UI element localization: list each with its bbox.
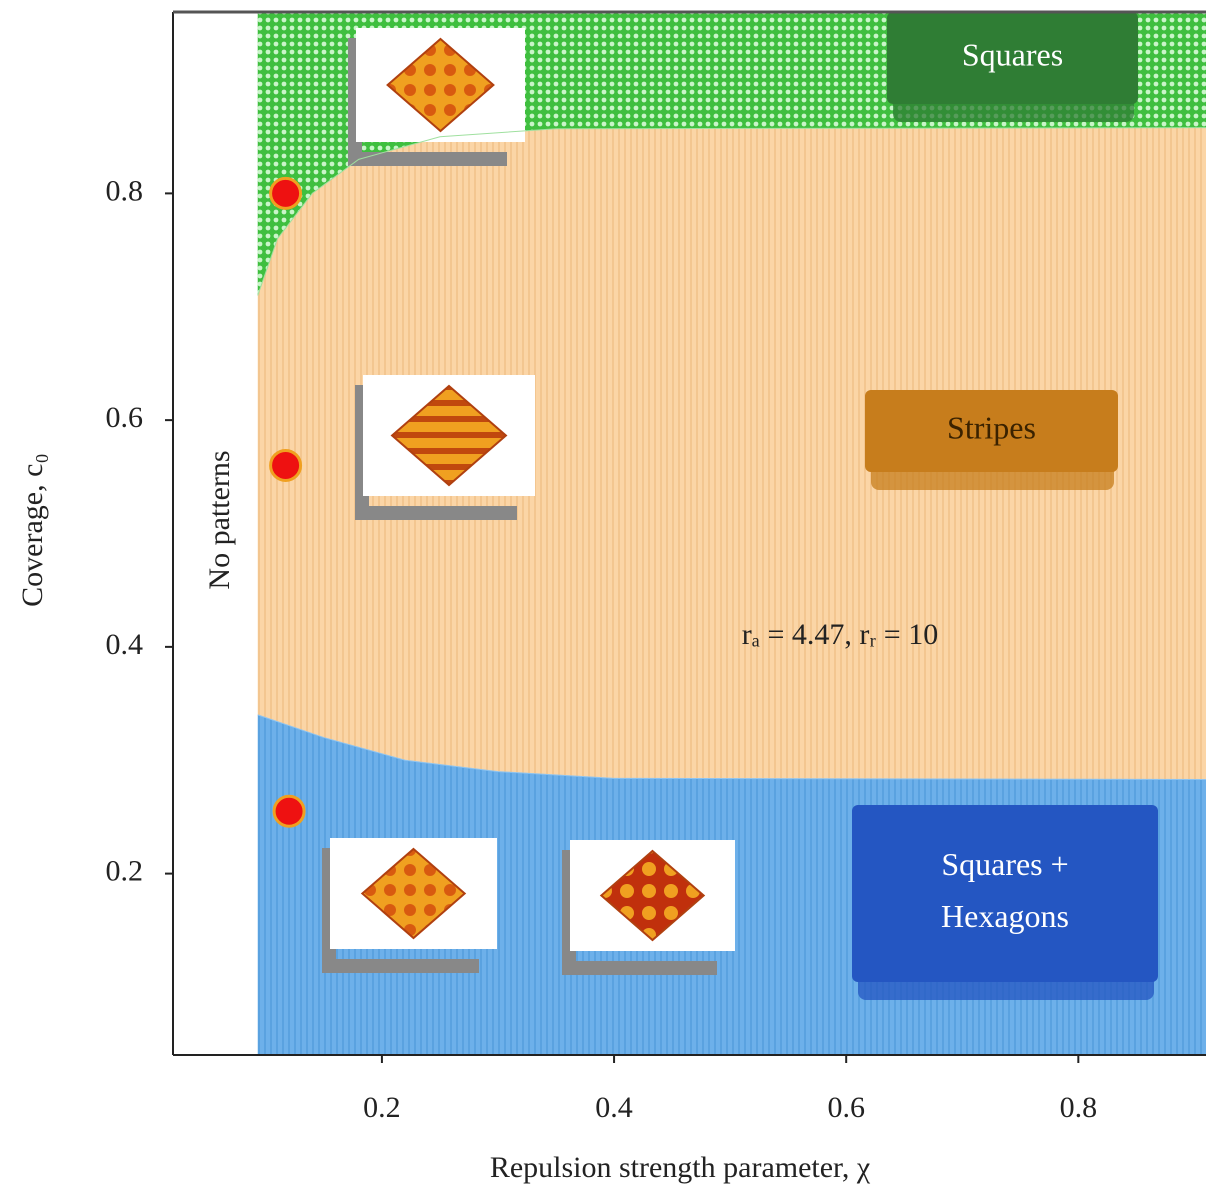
x-tick-label: 0.6 (827, 1091, 865, 1124)
x-tick-label: 0.4 (595, 1091, 633, 1124)
y-axis-label: Coverage, c₀ (16, 453, 49, 607)
data-point (271, 450, 301, 480)
x-tick-label: 0.2 (363, 1091, 401, 1124)
no-pattern-label: No patterns (203, 450, 236, 589)
inset-shadow (355, 506, 517, 520)
y-tick-label: 0.2 (106, 854, 144, 887)
annotation: rₐ = 4.47, rᵣ = 10 (742, 618, 938, 651)
x-tick-label: 0.8 (1060, 1091, 1098, 1124)
inset-shadow (348, 152, 507, 166)
region-label: Squares + (941, 846, 1068, 882)
x-axis-label: Repulsion strength parameter, χ (490, 1151, 871, 1184)
y-tick-label: 0.8 (106, 174, 144, 207)
region-label: Stripes (947, 409, 1036, 445)
y-tick-label: 0.4 (106, 628, 144, 661)
label-box (852, 805, 1158, 982)
y-tick-label: 0.6 (106, 401, 144, 434)
data-point (274, 796, 304, 826)
inset-shadow (562, 961, 717, 975)
data-point (271, 178, 301, 208)
chart: Squares Stripes Squares + Hexagons 0.2 0.4 0.… (0, 0, 1206, 1195)
inset-shadow (322, 959, 479, 973)
region-label: Hexagons (941, 898, 1069, 934)
region-label: Squares (962, 36, 1063, 72)
